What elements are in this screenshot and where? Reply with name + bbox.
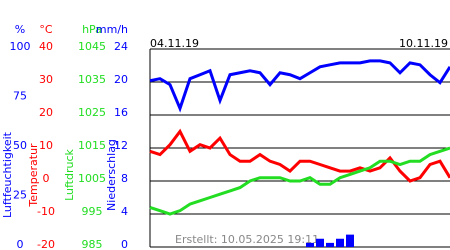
axis-unit: mm/h — [96, 23, 128, 36]
y-tick-label: 10 — [39, 139, 53, 152]
bar — [346, 234, 354, 247]
series-line — [149, 59, 450, 113]
y-tick-label: 20 — [114, 73, 128, 86]
bar — [316, 238, 324, 247]
y-tick-label: 30 — [39, 73, 53, 86]
axis-label: Niederschlag — [105, 139, 118, 211]
y-tick-label: 25 — [13, 189, 27, 202]
axis-label: Luftfeuchtigkeit — [1, 131, 14, 218]
bar — [326, 242, 334, 247]
start-date: 04.11.19 — [150, 37, 199, 50]
end-date: 10.11.19 — [399, 37, 448, 50]
y-tick-label: 50 — [13, 139, 27, 152]
y-tick-label: 1035 — [78, 73, 106, 86]
axis-label: Luftdruck — [63, 148, 76, 200]
y-tick-label: 16 — [114, 106, 128, 119]
y-tick-label: 1015 — [78, 139, 106, 152]
y-tick-label: 75 — [13, 90, 27, 103]
axis-unit: hPa — [82, 23, 102, 36]
y-tick-label: 1045 — [78, 40, 106, 53]
y-tick-label: -10 — [37, 205, 55, 218]
axis-unit: % — [15, 23, 25, 36]
y-tick-label: 0 — [17, 238, 24, 250]
footnote: Erstellt: 10.05.2025 19:11 — [175, 233, 319, 246]
y-tick-label: 995 — [82, 205, 103, 218]
y-tick-label: 985 — [82, 238, 103, 250]
bar — [336, 238, 344, 247]
y-tick-label: 8 — [121, 172, 128, 185]
y-tick-label: 0 — [121, 238, 128, 250]
y-tick-label: 1005 — [78, 172, 106, 185]
y-tick-label: 40 — [39, 40, 53, 53]
y-tick-label: 20 — [39, 106, 53, 119]
y-tick-label: 100 — [10, 40, 31, 53]
bar — [306, 242, 314, 247]
series-line — [149, 128, 450, 183]
y-tick-label: 12 — [114, 139, 128, 152]
axis-unit: °C — [39, 23, 53, 36]
y-tick-label: 24 — [114, 40, 128, 53]
axis-label: Temperatur — [27, 143, 40, 208]
y-tick-label: -20 — [37, 238, 55, 250]
series-line — [149, 146, 450, 216]
y-tick-label: 4 — [121, 205, 128, 218]
y-tick-label: 1025 — [78, 106, 106, 119]
y-tick-label: 0 — [43, 172, 50, 185]
